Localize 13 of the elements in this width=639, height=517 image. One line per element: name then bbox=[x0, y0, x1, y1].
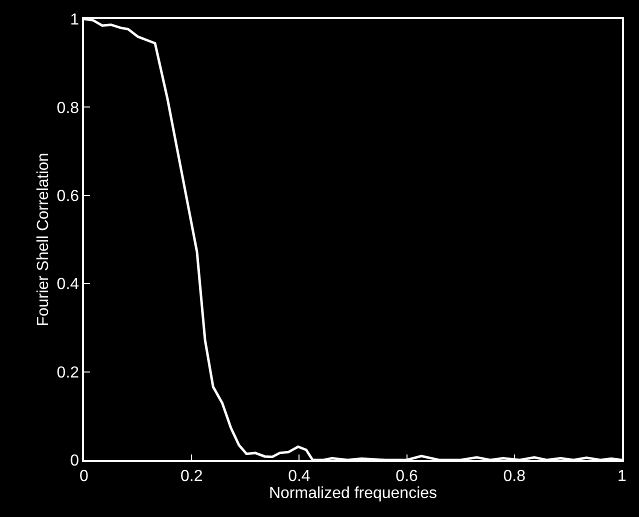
y-tick-label: 0.8 bbox=[56, 100, 80, 117]
y-tick-label: 0.6 bbox=[56, 188, 80, 205]
x-tick-label: 1 bbox=[618, 468, 627, 485]
x-tick-label: 0.4 bbox=[288, 468, 310, 485]
x-axis-title: Normalized frequencies bbox=[268, 484, 438, 502]
x-tick-label: 0.2 bbox=[180, 468, 203, 485]
y-axis-title: Fourier Shell Correlation bbox=[35, 152, 52, 326]
y-tick-label: 0 bbox=[70, 452, 80, 470]
x-tick-label: 0.6 bbox=[396, 468, 418, 485]
y-tick-label: 0.4 bbox=[56, 276, 80, 294]
y-tick-label: 0.2 bbox=[56, 364, 80, 382]
y-tick-label: 1 bbox=[70, 12, 80, 29]
x-tick-label: 0.8 bbox=[503, 468, 526, 485]
